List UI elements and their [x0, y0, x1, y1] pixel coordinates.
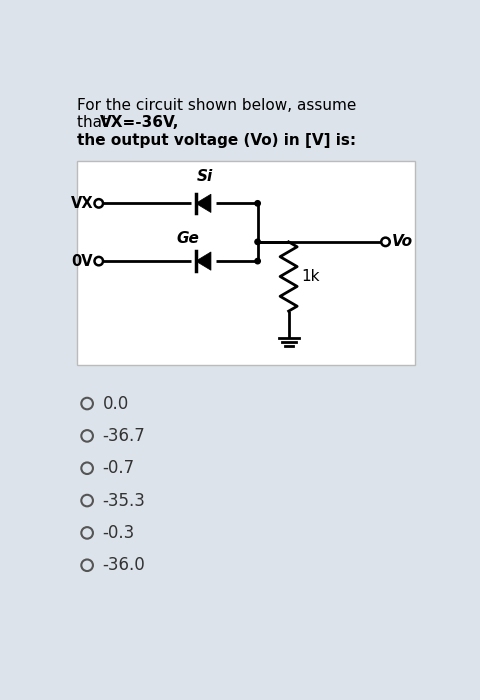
- Text: Si: Si: [197, 169, 213, 183]
- Text: VX=-36V,: VX=-36V,: [100, 115, 180, 130]
- Text: -0.7: -0.7: [103, 459, 135, 477]
- Text: 1k: 1k: [301, 269, 320, 284]
- Circle shape: [255, 201, 260, 206]
- Bar: [77, 161, 415, 365]
- Text: VX: VX: [71, 196, 93, 211]
- Circle shape: [255, 258, 260, 264]
- Text: -36.0: -36.0: [103, 556, 145, 574]
- Text: that: that: [77, 115, 113, 130]
- Circle shape: [255, 239, 260, 244]
- Text: For the circuit shown below, assume: For the circuit shown below, assume: [77, 98, 357, 113]
- Text: -0.3: -0.3: [103, 524, 135, 542]
- Text: the output voltage (Vo) in [V] is:: the output voltage (Vo) in [V] is:: [77, 133, 356, 148]
- Text: -35.3: -35.3: [103, 491, 145, 510]
- Text: Ge: Ge: [177, 231, 199, 246]
- Polygon shape: [196, 194, 211, 213]
- Text: 0.0: 0.0: [103, 395, 129, 412]
- Polygon shape: [196, 252, 211, 270]
- Text: Vo: Vo: [392, 234, 413, 249]
- Text: -36.7: -36.7: [103, 427, 145, 445]
- Text: 0V: 0V: [72, 253, 93, 269]
